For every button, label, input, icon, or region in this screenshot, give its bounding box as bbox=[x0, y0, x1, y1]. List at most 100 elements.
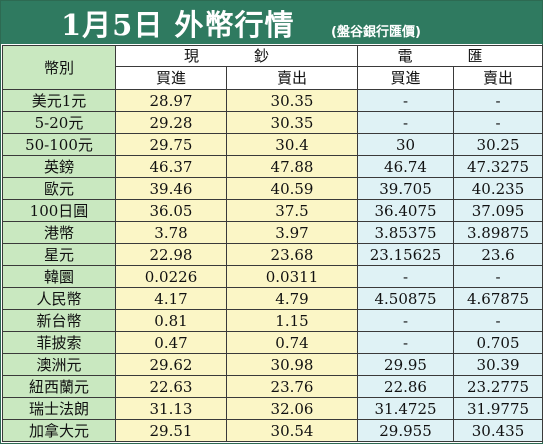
tt-sell-value: 23.6 bbox=[453, 243, 543, 266]
table-row: 5-20元 29.28 30.35- - bbox=[2, 111, 543, 134]
tt-group-header: 電 匯 bbox=[357, 45, 543, 67]
cash-sell-value: 0.0311 bbox=[225, 265, 359, 288]
cash-sell-value: 37.5 bbox=[225, 199, 359, 222]
tt-sell-value: 47.3275 bbox=[453, 155, 543, 178]
table-row: 加拿大元 29.51 30.54 29.955 30.435 bbox=[2, 419, 543, 442]
currency-name: 紐西蘭元 bbox=[2, 375, 116, 398]
table-row: 韓圜 0.0226 0.0311- - bbox=[2, 265, 543, 288]
tt-sell-value: 31.9775 bbox=[453, 397, 543, 420]
tt-buy-value: 3.85375 bbox=[357, 221, 455, 244]
cash-buy-value: 0.47 bbox=[115, 331, 227, 354]
tt-sell-value: 30.435 bbox=[453, 419, 543, 442]
cash-sell-value: 30.54 bbox=[225, 419, 359, 442]
cash-buy-value: 22.63 bbox=[115, 375, 227, 398]
cash-buy-value: 46.37 bbox=[115, 155, 227, 178]
rate-rows: 美元1元 28.97 30.35- -5-20元 29.28 30.35- -50-100元… bbox=[2, 89, 543, 442]
table-row: 英鎊 46.37 47.88 46.74 47.3275 bbox=[2, 155, 543, 178]
tt-sell-value: 23.2775 bbox=[453, 375, 543, 398]
cash-sell-value: 30.4 bbox=[225, 133, 359, 156]
table-row: 美元1元 28.97 30.35- - bbox=[2, 89, 543, 112]
table-row: 人民幣 4.17 4.79 4.50875 4.67875 bbox=[2, 287, 543, 310]
tt-buy-value: - bbox=[357, 331, 455, 354]
table-row: 港幣 3.78 3.97 3.85375 3.89875 bbox=[2, 221, 543, 244]
table-row: 菲披索 0.47 0.74-0.705 bbox=[2, 331, 543, 354]
cash-sell-header: 賣出 bbox=[225, 66, 359, 90]
cash-buy-value: 0.0226 bbox=[115, 265, 227, 288]
currency-name: 韓圜 bbox=[2, 265, 116, 288]
currency-column-header: 幣別 bbox=[2, 45, 116, 90]
tt-buy-value: - bbox=[357, 309, 455, 332]
cash-buy-value: 36.05 bbox=[115, 199, 227, 222]
table-row: 歐元 39.46 40.59 39.705 40.235 bbox=[2, 177, 543, 200]
currency-name: 菲披索 bbox=[2, 331, 116, 354]
tt-sell-value: - bbox=[453, 89, 543, 112]
table-row: 紐西蘭元 22.63 23.76 22.86 23.2775 bbox=[2, 375, 543, 398]
currency-name: 澳洲元 bbox=[2, 353, 116, 376]
tt-buy-value: 29.955 bbox=[357, 419, 455, 442]
cash-sell-value: 0.74 bbox=[225, 331, 359, 354]
table-row: 星元 22.98 23.68 23.15625 23.6 bbox=[2, 243, 543, 266]
cash-sell-value: 40.59 bbox=[225, 177, 359, 200]
cash-buy-value: 22.98 bbox=[115, 243, 227, 266]
tt-sell-value: 30.25 bbox=[453, 133, 543, 156]
cash-sell-value: 23.68 bbox=[225, 243, 359, 266]
bank-source-label: (盤谷銀行匯價) bbox=[331, 25, 421, 40]
cash-buy-header: 買進 bbox=[115, 66, 227, 90]
currency-name: 歐元 bbox=[2, 177, 116, 200]
tt-buy-header: 買進 bbox=[357, 66, 455, 90]
cash-sell-value: 32.06 bbox=[225, 397, 359, 420]
table-row: 50-100元 29.75 30.4 30 30.25 bbox=[2, 133, 543, 156]
currency-name: 新台幣 bbox=[2, 309, 116, 332]
tt-buy-value: 22.86 bbox=[357, 375, 455, 398]
tt-buy-value: - bbox=[357, 265, 455, 288]
tt-buy-value: 39.705 bbox=[357, 177, 455, 200]
currency-name: 100日圓 bbox=[2, 199, 116, 222]
exchange-rate-table: 幣別 現 鈔 電 匯 買進 賣出 買進 賣出 美元1元 28.97 30.35- -5… bbox=[2, 45, 543, 442]
title-bar: 1月5日 外幣行情 (盤谷銀行匯價) bbox=[1, 1, 542, 44]
cash-sell-value: 30.35 bbox=[225, 89, 359, 112]
cash-buy-value: 31.13 bbox=[115, 397, 227, 420]
cash-sell-value: 30.98 bbox=[225, 353, 359, 376]
currency-name: 加拿大元 bbox=[2, 419, 116, 442]
table-row: 100日圓 36.05 37.5 36.4075 37.095 bbox=[2, 199, 543, 222]
tt-buy-value: - bbox=[357, 89, 455, 112]
tt-sell-value: 3.89875 bbox=[453, 221, 543, 244]
tt-sell-value: 40.235 bbox=[453, 177, 543, 200]
cash-buy-value: 28.97 bbox=[115, 89, 227, 112]
tt-buy-value: 30 bbox=[357, 133, 455, 156]
cash-sell-value: 23.76 bbox=[225, 375, 359, 398]
cash-buy-value: 29.28 bbox=[115, 111, 227, 134]
tt-sell-value: - bbox=[453, 265, 543, 288]
cash-sell-value: 30.35 bbox=[225, 111, 359, 134]
cash-buy-value: 0.81 bbox=[115, 309, 227, 332]
cash-sell-value: 4.79 bbox=[225, 287, 359, 310]
cash-buy-value: 29.51 bbox=[115, 419, 227, 442]
table-row: 新台幣 0.81 1.15- - bbox=[2, 309, 543, 332]
cash-group-header: 現 鈔 bbox=[114, 45, 359, 67]
table-row: 瑞士法朗 31.13 32.06 31.4725 31.9775 bbox=[2, 397, 543, 420]
tt-buy-value: 23.15625 bbox=[357, 243, 455, 266]
tt-buy-value: 46.74 bbox=[357, 155, 455, 178]
cash-sell-value: 3.97 bbox=[225, 221, 359, 244]
currency-name: 港幣 bbox=[2, 221, 116, 244]
currency-name: 美元1元 bbox=[2, 89, 116, 112]
tt-sell-value: 4.67875 bbox=[453, 287, 543, 310]
cash-buy-value: 29.75 bbox=[115, 133, 227, 156]
currency-name: 5-20元 bbox=[2, 111, 116, 134]
tt-sell-value: - bbox=[453, 111, 543, 134]
tt-buy-value: 31.4725 bbox=[357, 397, 455, 420]
tt-buy-value: - bbox=[357, 111, 455, 134]
tt-sell-header: 賣出 bbox=[453, 66, 543, 90]
cash-buy-value: 3.78 bbox=[115, 221, 227, 244]
tt-sell-value: 0.705 bbox=[453, 331, 543, 354]
currency-name: 50-100元 bbox=[2, 133, 116, 156]
tt-sell-value: 37.095 bbox=[453, 199, 543, 222]
table-header-row: 幣別 現 鈔 電 匯 bbox=[2, 45, 543, 90]
cash-buy-value: 39.46 bbox=[115, 177, 227, 200]
currency-name: 人民幣 bbox=[2, 287, 116, 310]
tt-sell-value: - bbox=[453, 309, 543, 332]
currency-name: 英鎊 bbox=[2, 155, 116, 178]
cash-sell-value: 1.15 bbox=[225, 309, 359, 332]
cash-buy-value: 29.62 bbox=[115, 353, 227, 376]
